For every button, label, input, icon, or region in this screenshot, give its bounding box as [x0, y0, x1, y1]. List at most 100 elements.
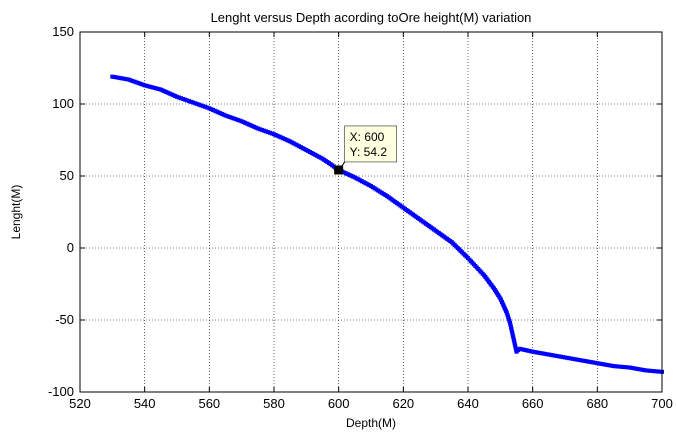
curve-marker [593, 360, 598, 365]
curve-marker [150, 85, 155, 90]
curve-marker [532, 350, 537, 355]
data-point [142, 83, 147, 88]
curve-marker [130, 78, 135, 83]
curve-marker [637, 367, 642, 372]
axis-ticks [79, 31, 663, 393]
curve-marker [118, 76, 123, 81]
curve-marker [514, 347, 519, 352]
chart-title: Lenght versus Depth acording toOre heigh… [211, 10, 532, 25]
curve-marker [613, 364, 618, 369]
curve-marker [629, 365, 634, 370]
curve-marker [510, 331, 515, 336]
curve-marker [383, 193, 388, 198]
y-tick-label: 0 [67, 240, 74, 255]
curve-marker [199, 103, 204, 108]
curve-marker [448, 239, 453, 244]
curve-marker [516, 348, 521, 353]
y-tick-label: 100 [52, 96, 74, 111]
curve-marker [508, 324, 513, 329]
x-tick-label: 680 [586, 396, 608, 411]
curve-marker [432, 227, 437, 232]
curve-marker [512, 339, 517, 344]
curve-marker [233, 117, 238, 122]
datatip-x-label: X: 600 [350, 130, 385, 144]
curve-marker [265, 130, 270, 135]
curve-marker [649, 368, 654, 373]
curve-marker [609, 363, 614, 368]
curve-marker [237, 118, 242, 123]
data-point [508, 320, 513, 325]
x-tick-label: 580 [263, 396, 285, 411]
curve-marker [599, 361, 604, 366]
curve-marker [367, 183, 372, 188]
curve-marker [144, 83, 149, 88]
data-point [546, 352, 551, 357]
curve-marker [605, 363, 610, 367]
curve-marker [589, 360, 594, 365]
curve-marker [227, 114, 232, 119]
curve-marker [203, 104, 208, 109]
data-point [126, 77, 131, 82]
x-tick-label: 660 [522, 396, 544, 411]
curve-marker [651, 369, 656, 374]
plot-area [80, 32, 662, 392]
curve-marker [585, 359, 590, 364]
curve-marker [506, 314, 511, 319]
curve-marker [154, 86, 159, 91]
curve-marker [641, 368, 646, 373]
curve-marker [508, 322, 513, 327]
curve-marker [179, 96, 184, 101]
curve-marker [261, 128, 266, 133]
x-tick-label: 520 [69, 396, 91, 411]
data-point [643, 368, 648, 373]
curve-marker [146, 84, 151, 89]
curve-marker [257, 127, 262, 132]
curve-marker [231, 116, 236, 121]
curve-marker [269, 131, 274, 136]
curve-marker [647, 368, 652, 373]
curve-marker [415, 216, 420, 221]
curve-marker [583, 359, 588, 364]
curve-marker [259, 127, 264, 132]
curve-marker [512, 341, 517, 346]
curve-marker [128, 78, 133, 83]
curve-marker [152, 85, 157, 90]
curve-marker [603, 362, 608, 367]
y-tick-label: -50 [55, 312, 74, 327]
data-point [110, 74, 115, 79]
curve-marker [509, 327, 514, 332]
curve-marker [351, 174, 356, 179]
curve-marker [263, 129, 268, 134]
y-tick-label: 50 [60, 168, 74, 183]
datatip[interactable]: X: 600 Y: 54.2 [334, 125, 397, 175]
datatip-marker[interactable] [334, 165, 344, 175]
curve-marker [189, 99, 194, 104]
curve-marker [506, 316, 511, 321]
curve-marker [538, 351, 543, 356]
curve-marker [573, 357, 578, 362]
curve-marker [156, 87, 161, 92]
curve-marker [581, 358, 586, 363]
x-axis-title: Depth(M) [346, 416, 396, 430]
data-point [511, 335, 516, 340]
curve-marker [325, 159, 330, 164]
curve-marker [318, 155, 323, 160]
data-series [110, 74, 664, 374]
curve-marker [229, 115, 234, 120]
y-tick-label: 150 [52, 24, 74, 39]
curve-marker [134, 80, 139, 85]
curve-marker [567, 356, 572, 361]
curve-marker [302, 147, 307, 152]
curve-marker [254, 125, 259, 130]
data-point [191, 100, 196, 105]
curve-marker [480, 271, 485, 276]
curve-marker [513, 343, 518, 348]
curve-marker [587, 359, 592, 364]
curve-marker [177, 95, 182, 100]
curve-marker [132, 79, 137, 84]
curve-marker [575, 357, 580, 362]
curve-marker [399, 204, 404, 209]
curve-marker [497, 294, 502, 299]
curve-marker [221, 112, 226, 117]
